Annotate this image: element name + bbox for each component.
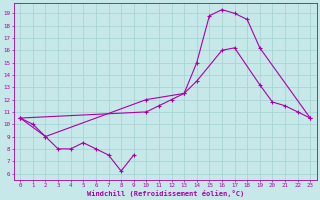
X-axis label: Windchill (Refroidissement éolien,°C): Windchill (Refroidissement éolien,°C) [87, 190, 244, 197]
